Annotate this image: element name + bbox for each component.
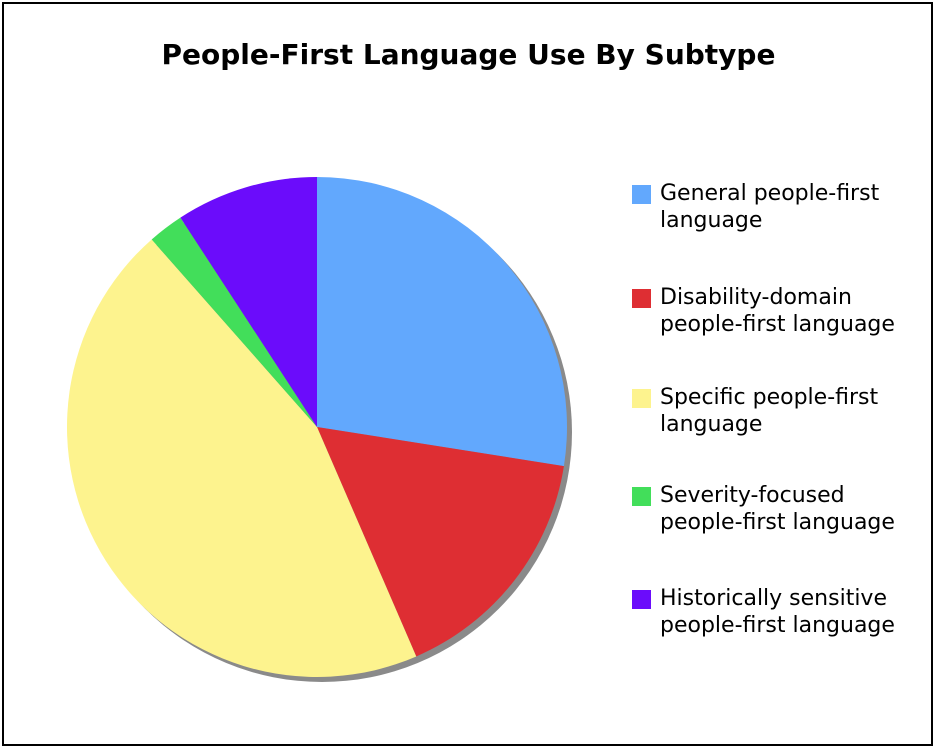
legend-swatch [632,185,651,204]
legend-label: General people-first language [660,181,880,233]
legend-label: Disability-domain people-first language [660,285,895,337]
legend-swatch [632,487,651,506]
pie-slice-severity-focused [151,217,317,427]
legend-label: Specific people-first language [660,385,879,437]
legend-label: Historically sensitive people-first lang… [660,586,895,638]
pie-slice-historically-sensitive [180,177,317,427]
chart-title: People-First Language Use By Subtype [161,38,776,71]
legend-swatch [632,590,651,609]
pie-slice-general [317,177,567,467]
legend-swatch [632,289,651,308]
pie-slice-disability-domain [317,427,564,657]
pie-slice-specific [66,239,417,678]
legend-swatch [632,389,651,408]
legend-label: Severity-focused people-first language [660,483,895,535]
